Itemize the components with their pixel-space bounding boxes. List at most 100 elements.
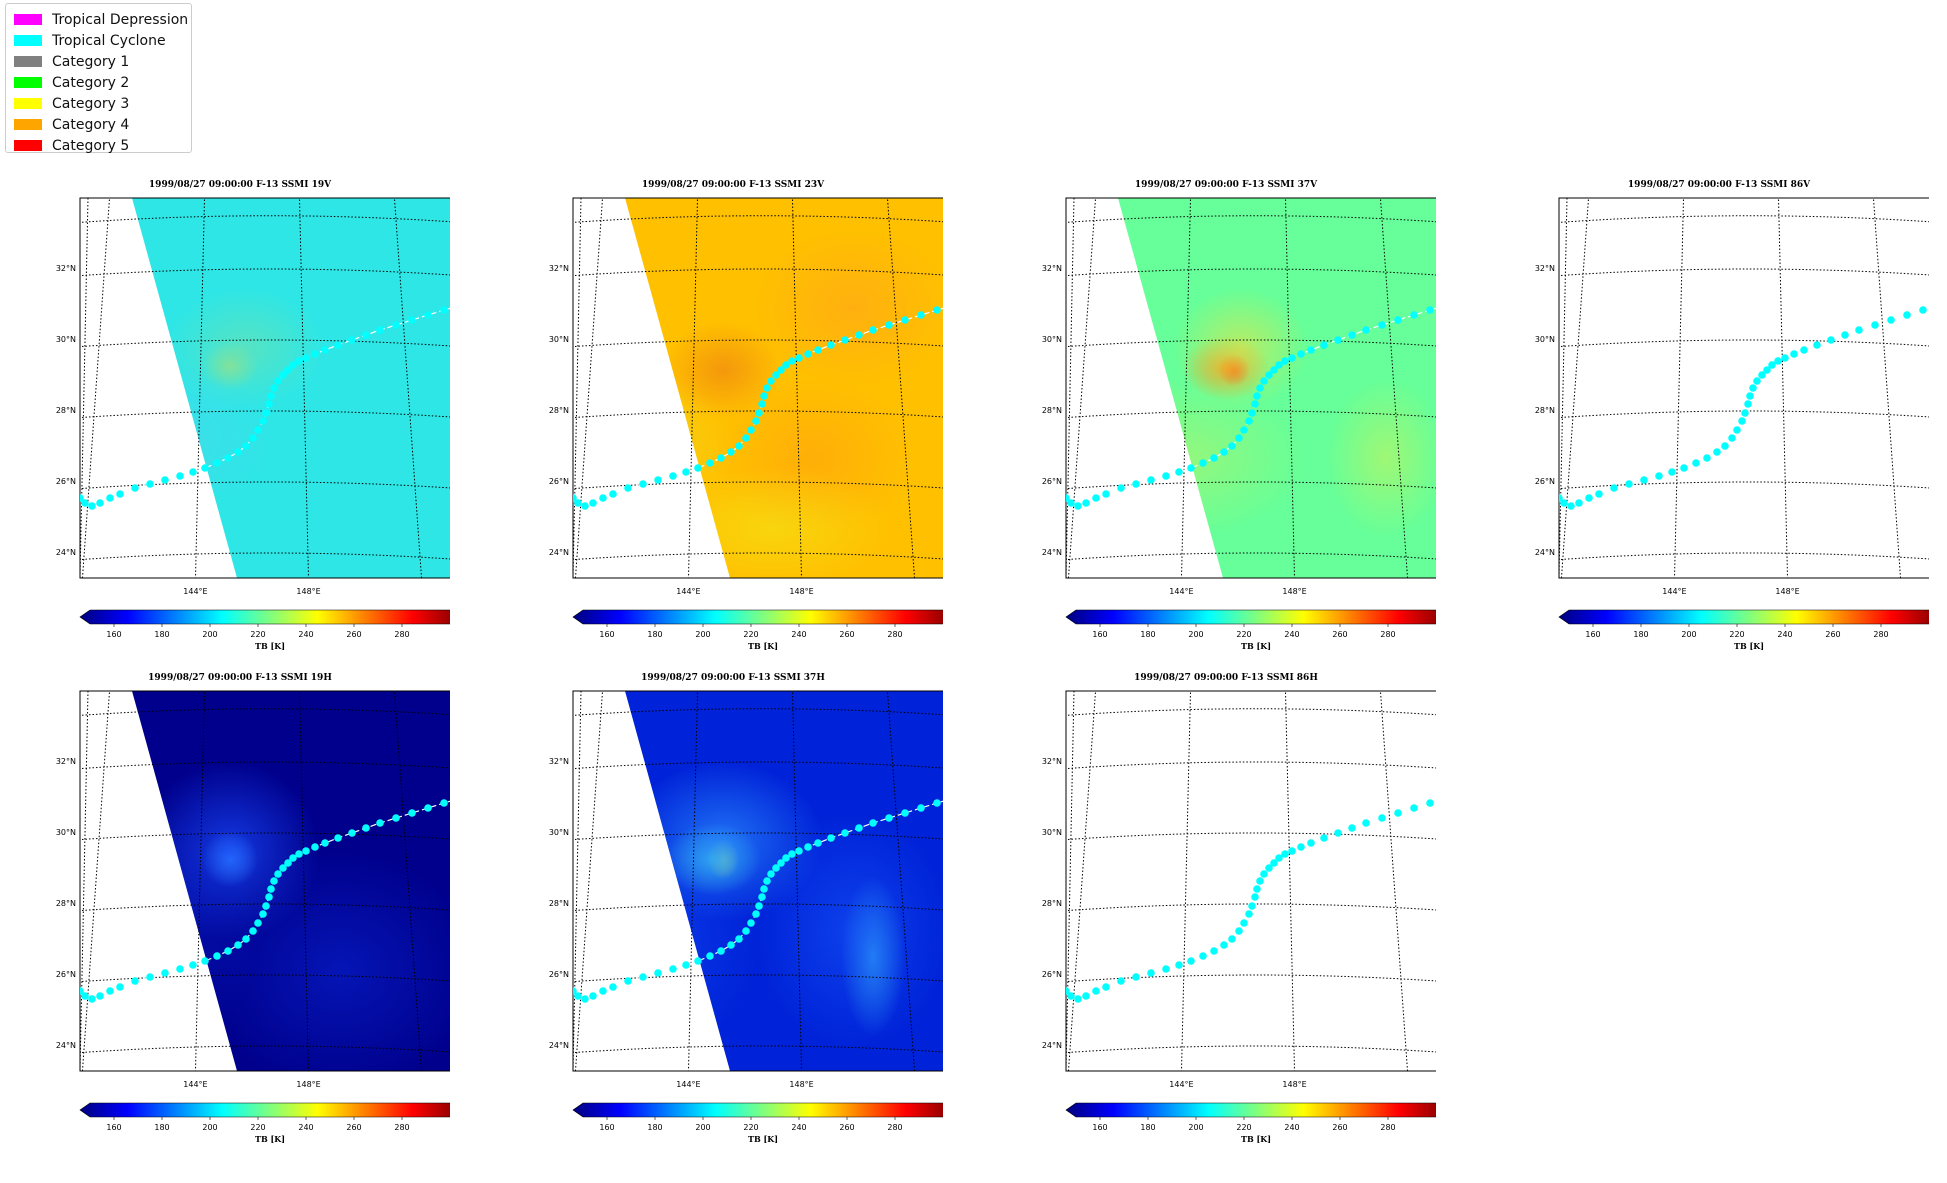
map-svg: 32°N 30°N 28°N 26°N 24°N 144°E 148°E 160 180 200 2… (549, 197, 943, 651)
longitude-label: 144°E (183, 587, 207, 596)
track-point (131, 977, 139, 985)
track-point (376, 819, 384, 827)
track-point (1575, 499, 1583, 507)
colorbar-tick-label: 200 (1188, 630, 1203, 639)
track-point (609, 490, 617, 498)
track-point (869, 819, 877, 827)
longitude-line (1284, 198, 1296, 578)
colorbar-tick-label: 240 (791, 1123, 806, 1132)
track-point (599, 987, 607, 995)
track-point (348, 829, 356, 837)
latitude-label: 24°N (56, 548, 76, 557)
track-point (1297, 350, 1305, 358)
track-point (901, 316, 909, 324)
colorbar-tick-label: 160 (599, 630, 614, 639)
track-point (1410, 804, 1418, 812)
longitude-label: 148°E (296, 587, 320, 596)
colorbar-tick-label: 240 (298, 630, 313, 639)
longitude-line (80, 198, 89, 578)
track-point (267, 392, 275, 400)
track-point (106, 494, 114, 502)
track-point (1132, 973, 1140, 981)
longitude-line (1559, 198, 1568, 578)
graticule (1559, 198, 1929, 578)
track-point (869, 326, 877, 334)
brightness-temperature-field (132, 691, 450, 1071)
track-point (88, 995, 96, 1003)
track-point (1220, 448, 1228, 456)
track-point (161, 476, 169, 484)
track-point (1903, 311, 1911, 319)
track-point (176, 965, 184, 973)
colorbar-tick-label: 260 (839, 630, 854, 639)
panel-title: 1999/08/27 09:00:00 F-13 SSMI 86V (1627, 180, 1811, 190)
longitude-line (573, 691, 582, 1071)
graticule (80, 198, 450, 578)
latitude-label: 30°N (56, 335, 76, 344)
colorbar-tick-label: 200 (1188, 1123, 1203, 1132)
panel-title: 1999/08/27 09:00:00 F-13 SSMI 23V (641, 180, 825, 190)
latitude-label: 32°N (549, 757, 569, 766)
track-point (1132, 480, 1140, 488)
track-point (1919, 306, 1927, 314)
track-point (742, 434, 750, 442)
longitude-line (1284, 691, 1296, 1071)
track-point (1117, 484, 1125, 492)
track-point (289, 854, 297, 862)
longitude-label: 148°E (1282, 1080, 1306, 1089)
map-frame (572, 197, 943, 579)
map-panel-86h: 1999/08/27 09:00:00 F-13 SSMI 86H 32°N 30°… (1036, 673, 1436, 1183)
track-point (777, 859, 785, 867)
track-point (788, 357, 796, 365)
track-point (311, 843, 319, 851)
track-point (1210, 947, 1218, 955)
track-point (131, 484, 139, 492)
colorbar-tick-label: 280 (1380, 630, 1395, 639)
track-point (1270, 366, 1278, 374)
colorbar-tick-label: 220 (250, 1123, 265, 1132)
longitude-label: 148°E (789, 587, 813, 596)
longitude-label: 148°E (296, 1080, 320, 1089)
track-point (1781, 354, 1789, 362)
map-svg: 32°N 30°N 28°N 26°N 24°N 144°E 148°E 160 180 200 2… (1042, 197, 1436, 651)
track-point (814, 346, 822, 354)
longitude-line (574, 691, 604, 1071)
track-point (1256, 877, 1264, 885)
map-area: 32°N 30°N 28°N 26°N 24°N 144°E 148°E (1042, 197, 1436, 596)
track-point (1841, 331, 1849, 339)
track-point (1738, 417, 1746, 425)
latitude-label: 32°N (549, 264, 569, 273)
track-point (1334, 336, 1342, 344)
legend-label: Category 3 (52, 95, 130, 112)
colorbar-scale (79, 1102, 450, 1118)
track-point (827, 834, 835, 842)
colorbar-tick-label: 260 (1332, 1123, 1347, 1132)
legend-label: Category 2 (52, 74, 130, 91)
track-point (81, 499, 89, 507)
map-svg: 32°N 30°N 28°N 26°N 24°N 144°E 148°E 160 180 200 2… (56, 690, 450, 1144)
colorbar-tick-label: 280 (1873, 630, 1888, 639)
track-point (752, 910, 760, 918)
track-point (755, 409, 763, 417)
map-area: 32°N 30°N 28°N 26°N 24°N 144°E 148°E (1042, 690, 1436, 1089)
longitude-line (886, 691, 916, 1071)
legend-swatch (14, 56, 42, 67)
latitude-line (1559, 339, 1929, 348)
track-point (917, 311, 925, 319)
storm-track (80, 799, 450, 1003)
track-point (1260, 870, 1268, 878)
map-panel-37h: 1999/08/27 09:00:00 F-13 SSMI 37H 32°N 30°… (543, 673, 943, 1183)
track-point (1763, 366, 1771, 374)
latitude-line (1066, 761, 1436, 770)
track-point (933, 306, 941, 314)
colorbar-tick-label: 160 (1092, 630, 1107, 639)
track-point (901, 809, 909, 817)
track-point (1394, 809, 1402, 817)
track-point (1240, 919, 1248, 927)
track-point (1362, 819, 1370, 827)
track-point (1790, 350, 1798, 358)
track-point (827, 341, 835, 349)
colorbar-tick-label: 180 (1140, 1123, 1155, 1132)
track-point (1245, 417, 1253, 425)
track-point (224, 947, 232, 955)
